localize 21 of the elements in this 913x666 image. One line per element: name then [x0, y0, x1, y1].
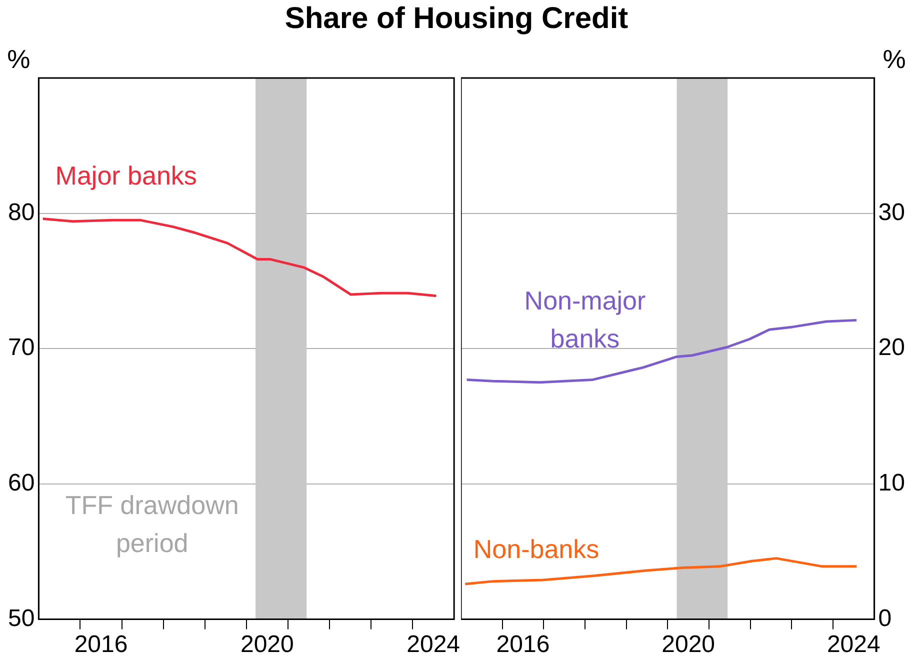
series-label: Non-banks: [473, 534, 600, 564]
chart-title: Share of Housing Credit: [284, 2, 630, 36]
x-tick-label: 2024: [826, 631, 880, 658]
y2-axis-title: %: [882, 44, 906, 74]
x-tick-label: 2016: [496, 631, 550, 658]
band-label: TFF drawdown period: [65, 490, 239, 558]
y-tick-label: 80: [8, 198, 35, 226]
y2-tick-label: 10: [878, 470, 906, 497]
y-axis-title: %: [7, 44, 30, 74]
y-tick-label: 70: [8, 334, 35, 362]
series-label: Major banks: [55, 160, 197, 191]
y-tick-label: 60: [8, 470, 35, 497]
series-label: Non-major banks: [524, 286, 646, 354]
x-tick-label: 2020: [662, 631, 716, 658]
y2-tick-label: 30: [878, 198, 906, 226]
y2-tick-label: 20: [878, 334, 906, 362]
x-tick-label: 2024: [406, 631, 460, 658]
y-tick-label: 50: [8, 604, 35, 632]
y2-tick-label: 0: [878, 604, 892, 632]
x-tick-label: 2020: [240, 631, 294, 658]
x-tick-label: 2016: [74, 631, 128, 658]
